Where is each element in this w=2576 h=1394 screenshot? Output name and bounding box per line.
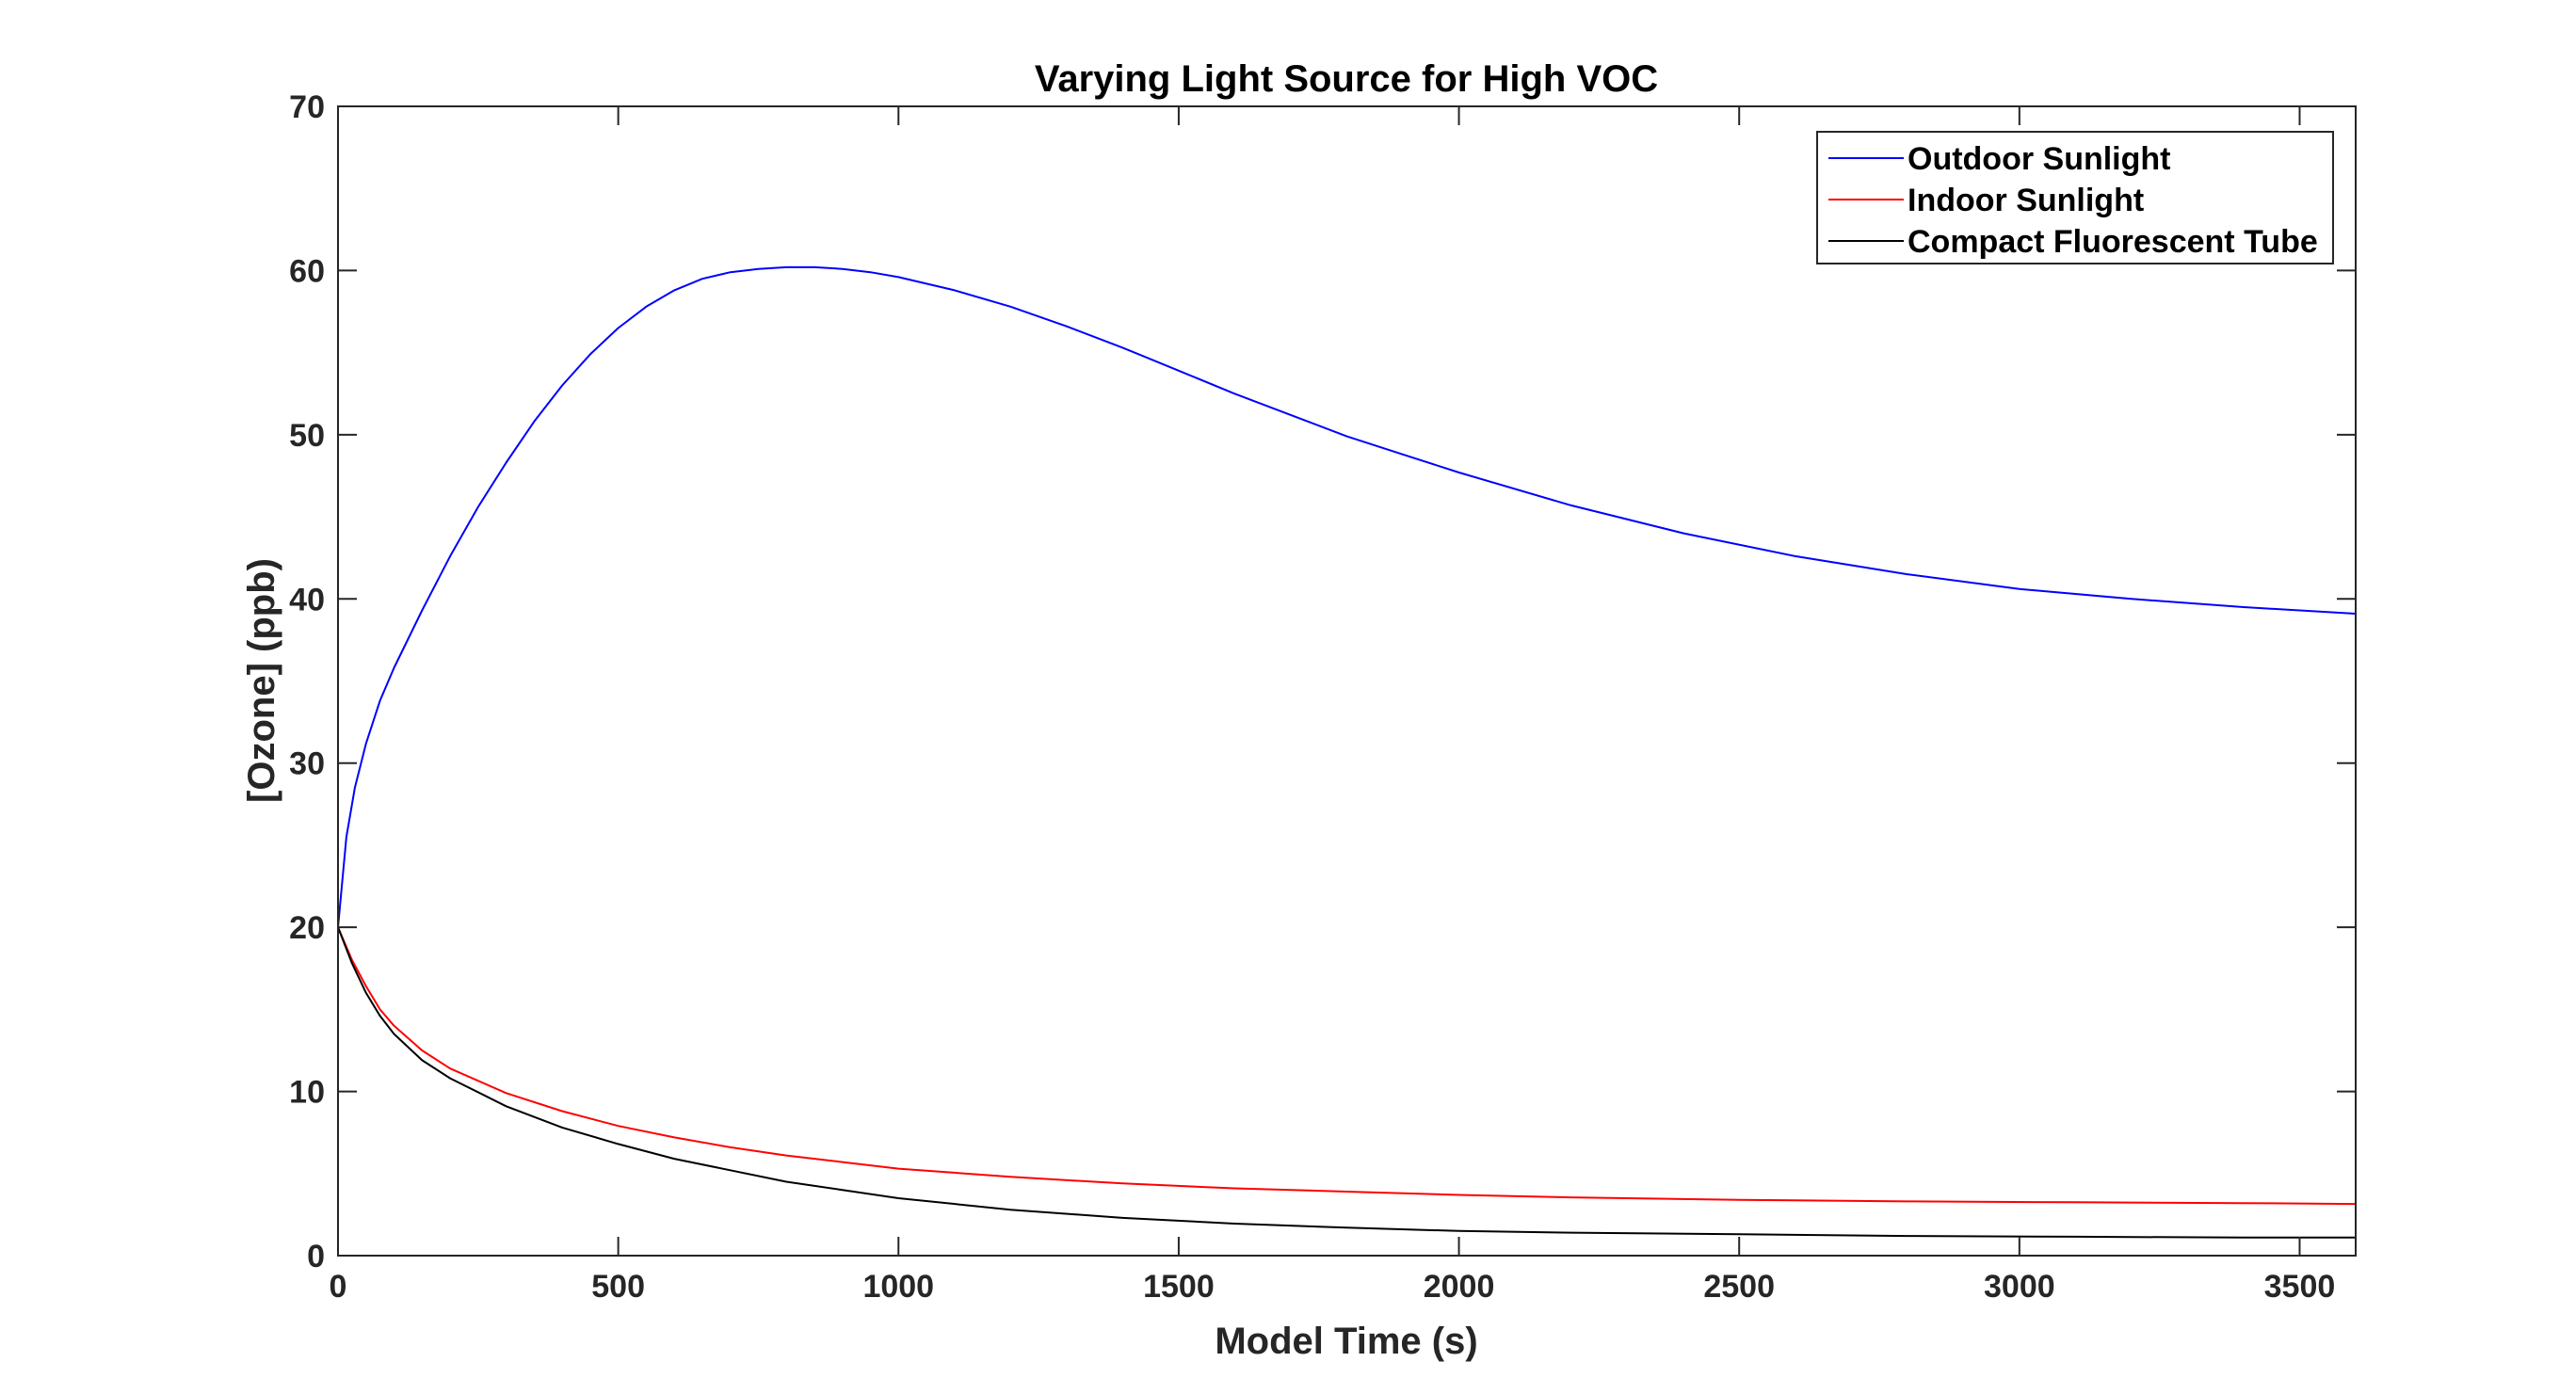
- x-tick-label: 2500: [1703, 1269, 1775, 1305]
- series-line-3: [337, 926, 2356, 1239]
- plot-frame: [337, 105, 2357, 1257]
- legend-label-1: Outdoor Sunlight: [1908, 141, 2171, 177]
- y-tick-label: 50: [289, 418, 325, 454]
- y-tick-label: 30: [289, 746, 325, 782]
- x-tick-label: 3000: [1984, 1269, 2055, 1305]
- chart-title: Varying Light Source for High VOC: [1035, 58, 1658, 100]
- plot-area: [338, 106, 2356, 1256]
- series-layer: [337, 265, 2357, 1239]
- y-tick-label: 40: [289, 582, 325, 617]
- y-axis-label: [Ozone] (ppb): [241, 558, 282, 803]
- series-line-1: [337, 265, 2357, 928]
- x-tick-label: 2000: [1424, 1269, 1495, 1305]
- tick-layer: 0 500 1000 1500 2000 2500 3000 3500 0 10 20 30 40 50 6…: [289, 89, 2356, 1305]
- legend-label-3: Compact Fluorescent Tube: [1908, 224, 2318, 260]
- x-tick-label: 1000: [862, 1269, 934, 1305]
- y-tick-label: 70: [289, 89, 325, 125]
- x-tick-label: 500: [591, 1269, 645, 1305]
- legend: Outdoor Sunlight Indoor Sunlight Compact F…: [1816, 131, 2334, 264]
- x-tick-label: 3500: [2264, 1269, 2336, 1305]
- x-tick-label: 0: [330, 1269, 347, 1305]
- legend-label-2: Indoor Sunlight: [1908, 183, 2144, 218]
- x-axis-label: Model Time (s): [1215, 1321, 1477, 1362]
- y-tick-label: 60: [289, 253, 325, 289]
- y-tick-label: 20: [289, 910, 325, 946]
- series-line-2: [337, 926, 2357, 1206]
- x-tick-label: 1500: [1143, 1269, 1215, 1305]
- y-tick-label: 0: [307, 1239, 325, 1274]
- y-tick-label: 10: [289, 1075, 325, 1111]
